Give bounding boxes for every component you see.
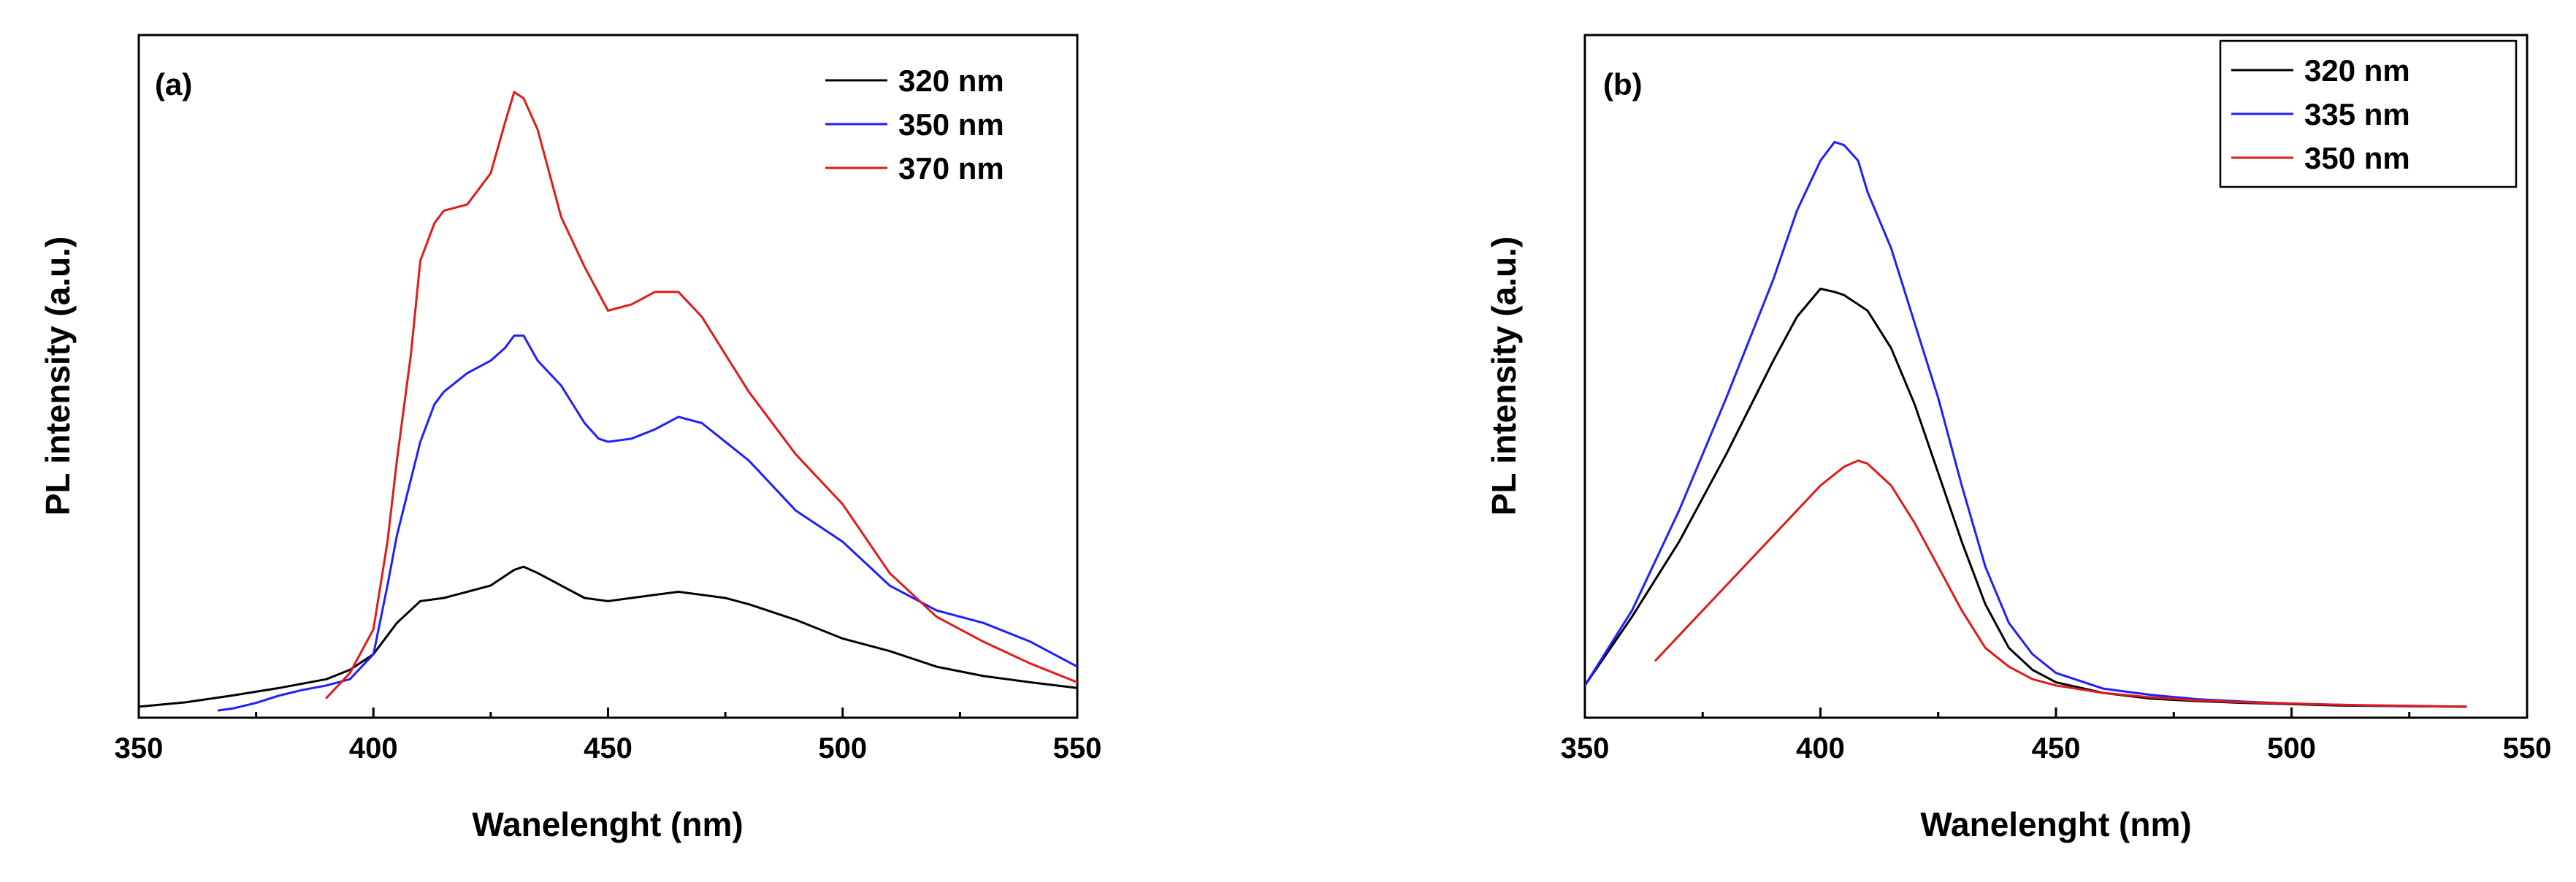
series-line-350-nm xyxy=(1654,459,2467,708)
series-line-320-nm xyxy=(139,565,1077,708)
x-tick-label: 500 xyxy=(818,732,867,764)
y-axis-title: PL intensity (a.u.) xyxy=(39,237,77,516)
panel-a: (a) Wanelenght (nm) PL intensity (a.u.) … xyxy=(39,34,1102,843)
legend-label: 350 nm xyxy=(898,107,1004,142)
series-lines xyxy=(139,91,1077,712)
x-tick-label: 400 xyxy=(1796,732,1845,764)
panel-label: (a) xyxy=(155,67,192,101)
legend-label: 350 nm xyxy=(2304,141,2410,175)
x-axis-ticks: 350 400 450 500 550 xyxy=(115,707,1102,764)
series-line-350-nm xyxy=(217,334,1077,712)
x-tick-label: 450 xyxy=(2032,732,2081,764)
x-tick-label: 550 xyxy=(2503,732,2552,764)
series-line-370-nm xyxy=(325,91,1077,699)
x-tick-label: 500 xyxy=(2267,732,2316,764)
legend-label: 320 nm xyxy=(898,64,1004,98)
x-tick-label: 400 xyxy=(349,732,398,764)
y-axis-title: PL intensity (a.u.) xyxy=(1485,237,1523,516)
legend: 320 nm 335 nm 350 nm xyxy=(2219,39,2518,188)
legend: 320 nm 350 nm 370 nm xyxy=(825,64,1004,185)
series-line-335-nm xyxy=(1585,141,2467,708)
x-tick-label: 550 xyxy=(1053,732,1102,764)
x-axis-ticks: 350 400 450 500 550 xyxy=(1561,707,2552,764)
x-tick-label: 450 xyxy=(584,732,632,764)
legend-label: 320 nm xyxy=(2304,53,2410,88)
legend-label: 370 nm xyxy=(898,151,1004,185)
x-tick-label: 350 xyxy=(115,732,164,764)
x-axis-title: Wanelenght (nm) xyxy=(472,805,743,843)
series-lines xyxy=(1585,141,2467,708)
legend-label: 335 nm xyxy=(2304,97,2410,131)
panel-b: (b) Wanelenght (nm) PL intensity (a.u.) … xyxy=(1485,34,2552,843)
panel-label: (b) xyxy=(1603,67,1643,101)
x-tick-label: 350 xyxy=(1561,732,1610,764)
x-axis-title: Wanelenght (nm) xyxy=(1920,805,2191,843)
